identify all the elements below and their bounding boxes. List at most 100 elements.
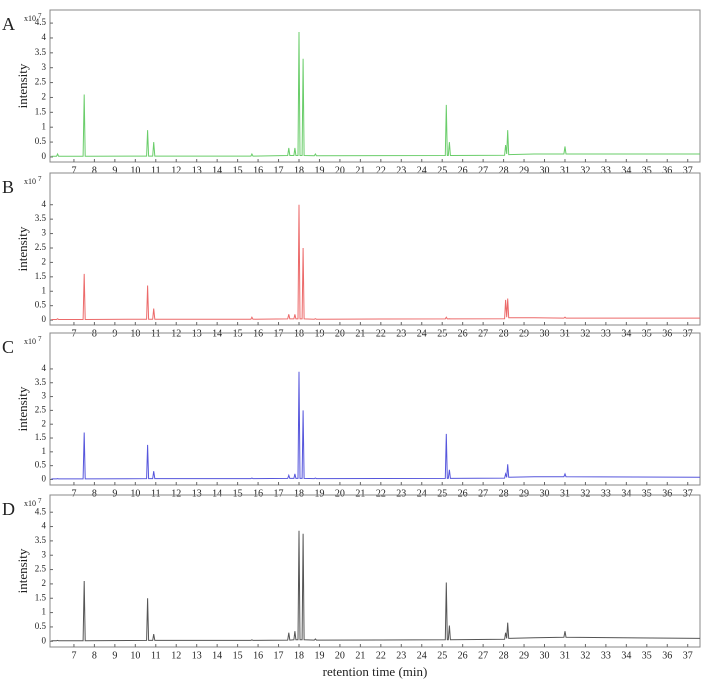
x-tick-label: 23 xyxy=(396,488,406,499)
x-tick-label: 37 xyxy=(683,650,693,661)
x-tick-label: 18 xyxy=(294,650,304,661)
x-tick-label: 10 xyxy=(130,165,140,176)
plot-frame xyxy=(49,494,701,648)
x-tick-label: 11 xyxy=(151,650,161,661)
x-tick-label: 36 xyxy=(662,488,672,499)
x-tick-label: 27 xyxy=(478,650,488,661)
x-tick-label: 32 xyxy=(580,650,590,661)
x-tick-label: 9 xyxy=(112,165,117,176)
y-tick-label: 0 xyxy=(42,474,47,484)
x-tick-label: 33 xyxy=(601,328,611,339)
multiplier-exponent: 7 xyxy=(38,335,42,343)
y-tick-label: 2.5 xyxy=(35,77,47,87)
x-axis-label: retention time (min) xyxy=(323,664,428,679)
x-tick-label: 35 xyxy=(642,165,652,176)
x-tick-label: 8 xyxy=(92,488,97,499)
y-tick-label: 0.5 xyxy=(35,621,47,631)
x-tick-label: 15 xyxy=(233,488,243,499)
x-tick-label: 32 xyxy=(580,165,590,176)
x-tick-label: 14 xyxy=(212,650,222,661)
multiplier: x10 7 xyxy=(24,12,42,23)
x-tick-label: 14 xyxy=(212,165,222,176)
chromatogram-line xyxy=(51,371,701,480)
x-tick-label: 20 xyxy=(335,488,345,499)
x-tick-label: 19 xyxy=(314,328,324,339)
x-tick-label: 37 xyxy=(683,328,693,339)
y-tick-label: 0.5 xyxy=(35,460,47,470)
x-tick-label: 28 xyxy=(499,328,509,339)
x-tick-label: 25 xyxy=(437,650,447,661)
x-tick-label: 26 xyxy=(458,328,468,339)
x-tick-label: 12 xyxy=(171,650,181,661)
x-tick-label: 28 xyxy=(499,488,509,499)
x-tick-label: 7 xyxy=(71,165,76,176)
x-tick-label: 30 xyxy=(540,650,550,661)
x-tick-label: 15 xyxy=(233,165,243,176)
x-tick-label: 24 xyxy=(417,650,427,661)
y-tick-label: 2 xyxy=(42,256,47,266)
x-tick-label: 13 xyxy=(192,328,202,339)
y-tick-label: 3.5 xyxy=(35,47,47,57)
x-tick-label: 23 xyxy=(396,165,406,176)
plot-frame xyxy=(49,172,701,326)
y-tick-label: 1.5 xyxy=(35,106,47,116)
y-tick-label: 4 xyxy=(42,199,47,209)
x-tick-label: 20 xyxy=(335,165,345,176)
y-axis-label: intensity xyxy=(15,226,30,271)
x-tick-label: 13 xyxy=(192,165,202,176)
x-tick-label: 36 xyxy=(662,650,672,661)
y-tick-label: 1.5 xyxy=(35,432,47,442)
x-tick-label: 10 xyxy=(130,650,140,661)
x-tick-label: 14 xyxy=(212,328,222,339)
x-tick-label: 12 xyxy=(171,328,181,339)
x-tick-label: 22 xyxy=(376,165,386,176)
panel-label: B xyxy=(2,177,14,197)
x-tick-label: 19 xyxy=(314,488,324,499)
y-axis-label: intensity xyxy=(15,548,30,593)
x-tick-label: 33 xyxy=(601,165,611,176)
panel-label: A xyxy=(2,14,15,34)
x-tick-label: 29 xyxy=(519,328,529,339)
x-tick-label: 26 xyxy=(458,165,468,176)
multiplier-base: x10 xyxy=(24,177,36,186)
x-tick-label: 17 xyxy=(274,165,284,176)
x-tick-label: 23 xyxy=(396,650,406,661)
x-tick-label: 16 xyxy=(253,488,263,499)
x-tick-label: 20 xyxy=(335,650,345,661)
y-tick-label: 3 xyxy=(42,549,47,559)
x-tick-label: 25 xyxy=(437,488,447,499)
x-tick-label: 28 xyxy=(499,650,509,661)
y-tick-label: 2 xyxy=(42,578,47,588)
x-tick-label: 7 xyxy=(71,650,76,661)
x-tick-label: 31 xyxy=(560,650,570,661)
y-tick-label: 1 xyxy=(42,607,47,617)
x-tick-label: 25 xyxy=(437,165,447,176)
multiplier: x10 7 xyxy=(24,335,42,346)
x-tick-label: 34 xyxy=(621,650,631,661)
x-tick-label: 26 xyxy=(458,488,468,499)
y-tick-label: 3 xyxy=(42,391,47,401)
y-tick-label: 4 xyxy=(42,521,47,531)
x-tick-label: 30 xyxy=(540,488,550,499)
x-tick-label: 7 xyxy=(71,328,76,339)
x-tick-label: 36 xyxy=(662,328,672,339)
x-tick-label: 22 xyxy=(376,650,386,661)
multiplier-exponent: 7 xyxy=(38,497,42,505)
panel-label: D xyxy=(2,499,15,519)
x-tick-label: 9 xyxy=(112,650,117,661)
multiplier: x10 7 xyxy=(24,175,42,186)
x-tick-label: 9 xyxy=(112,488,117,499)
x-tick-label: 34 xyxy=(621,328,631,339)
x-tick-label: 26 xyxy=(458,650,468,661)
y-tick-label: 1.5 xyxy=(35,592,47,602)
x-tick-label: 24 xyxy=(417,165,427,176)
chromatogram-line xyxy=(51,204,700,321)
x-tick-label: 35 xyxy=(642,328,652,339)
x-tick-label: 20 xyxy=(335,328,345,339)
x-tick-label: 10 xyxy=(130,328,140,339)
x-tick-label: 14 xyxy=(212,488,222,499)
y-tick-label: 1 xyxy=(42,121,47,131)
